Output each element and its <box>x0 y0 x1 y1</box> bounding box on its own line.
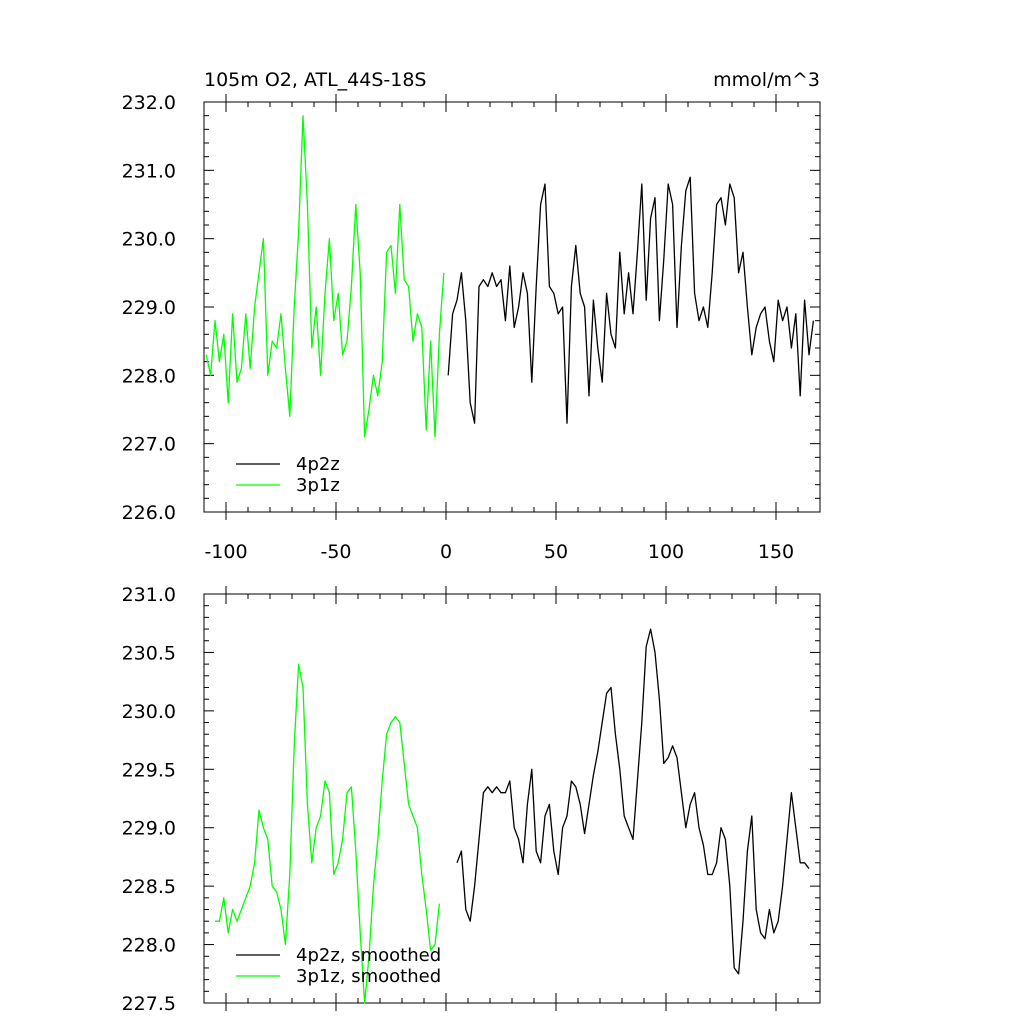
x-tick-label: -50 <box>320 541 351 563</box>
y-tick-label: 232.0 <box>122 92 176 114</box>
chart-title-units: mmol/m^3 <box>713 69 820 91</box>
y-tick-label: 231.0 <box>122 160 176 182</box>
top-panel: 105m O2, ATL_44S-18S mmol/m^3 -100 -50 0 50… <box>122 69 821 563</box>
x-tick-label: 50 <box>544 541 568 563</box>
x-tick-label: 0 <box>440 541 452 563</box>
y-tick-label: 226.0 <box>122 502 176 524</box>
y-tick-label: 228.0 <box>122 365 176 387</box>
y-tick-label: 227.5 <box>122 993 176 1015</box>
bottom-panel: 227.5 228.0 228.5 229.0 229.5 230.0 230.5 231.0… <box>122 584 821 1015</box>
legend-label: 4p2z <box>296 454 340 475</box>
y-tick-label: 228.0 <box>122 935 176 957</box>
y-tick-label: 230.0 <box>122 701 176 723</box>
legend-label: 3p1z <box>296 475 340 496</box>
x-tick-label: 100 <box>648 541 684 563</box>
y-tick-label: 227.0 <box>122 434 176 456</box>
series-line-green <box>205 115 445 438</box>
x-tick-label: -100 <box>204 541 247 563</box>
x-tick-label: 150 <box>758 541 794 563</box>
y-tick-label: 231.0 <box>122 584 176 606</box>
y-tick-label: 230.5 <box>122 642 176 664</box>
y-tick-label: 229.0 <box>122 818 176 840</box>
y-tick-label: 228.5 <box>122 876 176 898</box>
series-line-black <box>456 628 810 975</box>
legend-label: 4p2z, smoothed <box>296 945 441 966</box>
chart-title-left: 105m O2, ATL_44S-18S <box>204 69 426 91</box>
plot-frame <box>203 101 821 513</box>
series-line-black <box>447 176 815 424</box>
y-tick-label: 230.0 <box>122 229 176 251</box>
series-line-green <box>215 663 441 1004</box>
y-tick-label: 229.0 <box>122 297 176 319</box>
y-tick-label: 229.5 <box>122 759 176 781</box>
legend-label: 3p1z, smoothed <box>296 966 441 987</box>
